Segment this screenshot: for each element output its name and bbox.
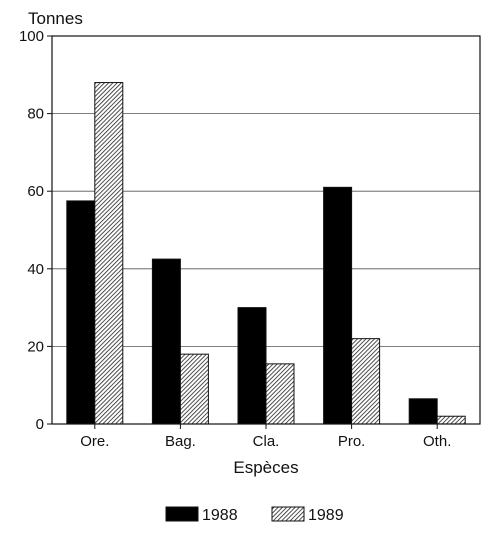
y-tick-label: 20 (27, 338, 44, 355)
legend-swatch-1989 (271, 506, 305, 522)
x-tick-label: Pro. (338, 433, 366, 450)
bar-1988-ore (66, 200, 96, 425)
y-axis-title: Tonnes (28, 9, 83, 28)
y-tick-label: 60 (27, 183, 44, 200)
bar-1988-bag (151, 258, 181, 425)
bar-1989-ore (94, 82, 124, 425)
y-tick-label: 0 (36, 416, 44, 433)
x-axis-title: Espèces (233, 458, 298, 477)
legend-label-1988: 1988 (202, 507, 238, 524)
x-tick-label: Bag. (165, 433, 196, 450)
bar-1988-pro (323, 186, 353, 425)
bar-1989-bag (179, 353, 209, 425)
y-tick-label: 40 (27, 261, 44, 278)
bar-1988-oth (408, 398, 438, 425)
bars (66, 82, 466, 425)
x-tick-label: Ore. (80, 433, 109, 450)
x-tick-label: Cla. (253, 433, 280, 450)
legend: 1988 1989 (165, 506, 344, 524)
bar-1989-cla (265, 363, 295, 425)
legend-label-1989: 1989 (308, 507, 344, 524)
bar-1988-cla (237, 307, 267, 425)
y-tick-label: 100 (19, 28, 44, 45)
bar-1989-oth (436, 415, 466, 425)
x-tick-label: Oth. (423, 433, 451, 450)
y-tick-label: 80 (27, 106, 44, 123)
x-axis-ticks: Ore. Bag. Cla. Pro. Oth. (80, 424, 451, 450)
bar-1989-pro (351, 338, 381, 425)
legend-swatch-1988 (165, 506, 199, 522)
y-axis-ticks: 0 20 40 60 80 100 (19, 28, 52, 433)
